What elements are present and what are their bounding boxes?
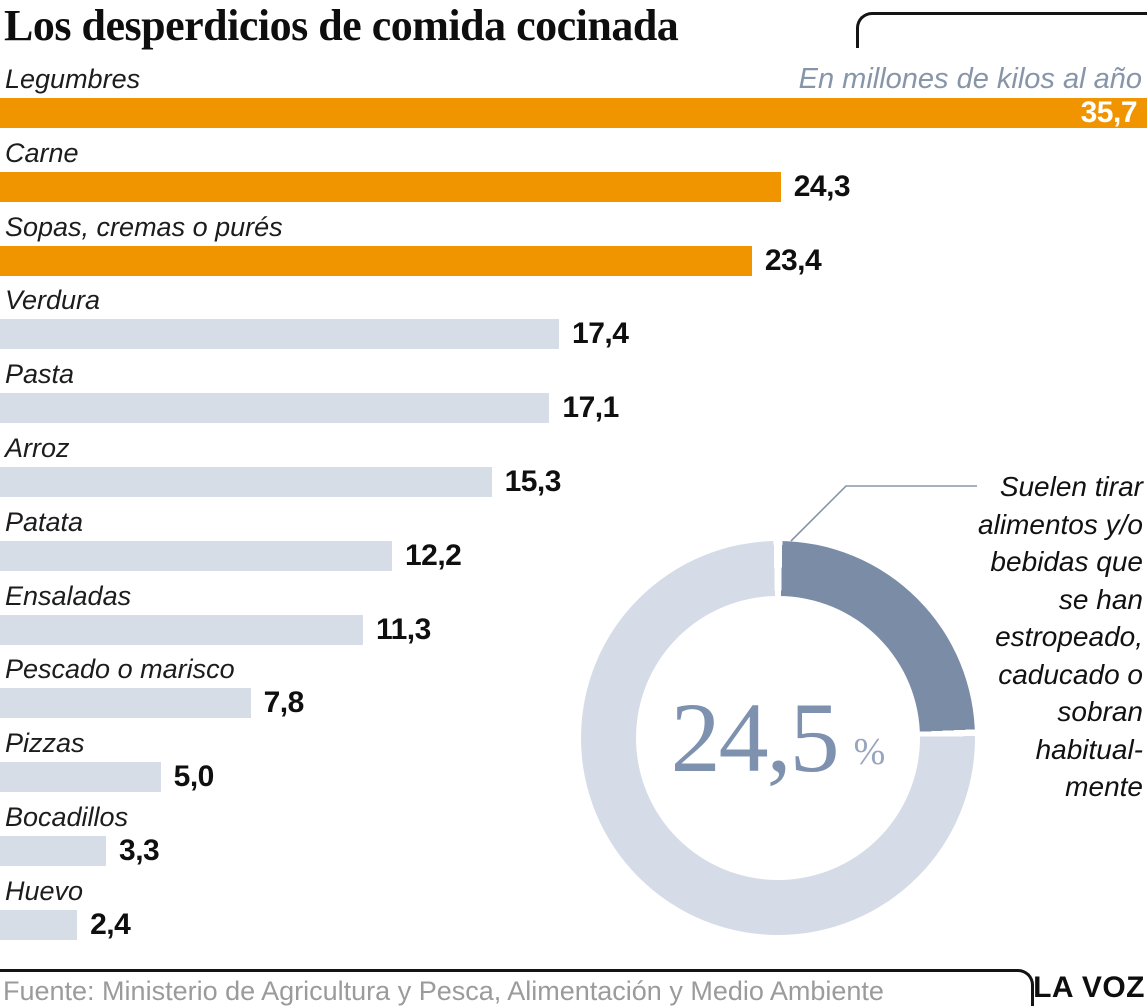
bar-label: Pescado o marisco <box>5 654 235 685</box>
bar-line: 17,4 <box>0 317 1147 351</box>
bar-rows: Legumbres 35,7 Carne 24,3 Sopas, cremas … <box>0 64 1147 950</box>
donut-hole <box>636 596 920 880</box>
unit-note: En millones de kilos al año <box>798 63 1142 95</box>
bar-line: 12,2 <box>0 538 1147 572</box>
bar-row: Ensaladas 11,3 <box>0 581 1147 655</box>
bar-label: Carne <box>5 137 79 168</box>
bar-fill <box>0 171 781 202</box>
donut-chart: 24,5 % <box>581 541 975 935</box>
bar-value: 15,3 <box>504 464 562 498</box>
bar-line: 2,4 <box>0 907 1147 941</box>
donut-ring <box>581 541 975 935</box>
bar-fill: 35,7 <box>0 96 1147 129</box>
bar-value: 11,3 <box>376 612 431 646</box>
bar-fill <box>0 540 392 571</box>
bar-value: 35,7 <box>1080 96 1138 129</box>
bar-line: 15,3 <box>0 464 1147 498</box>
page-title: Los desperdicios de comida cocinada <box>4 1 679 50</box>
bar-row: Verdura 17,4 <box>0 285 1147 359</box>
bar-row: Arroz 15,3 <box>0 433 1147 507</box>
bar-value: 23,4 <box>764 243 822 277</box>
bar-label: Huevo <box>5 875 84 906</box>
bar-value: 17,4 <box>572 317 629 351</box>
bar-fill <box>0 245 752 276</box>
donut-unit: % <box>853 731 886 773</box>
bar-line: 5,0 <box>0 760 1147 794</box>
bar-label: Arroz <box>5 432 70 463</box>
brand-logo: LA VOZ <box>1033 971 1145 1004</box>
bar-line: 24,3 <box>0 169 1147 203</box>
bar-value: 2,4 <box>90 907 131 941</box>
bar-value: 12,2 <box>404 538 462 572</box>
bar-fill <box>0 688 251 719</box>
bar-label: Legumbres <box>5 64 141 94</box>
bar-line: 35,7 <box>0 96 1147 129</box>
bar-row: Bocadillos 3,3 <box>0 802 1147 876</box>
bar-fill <box>0 393 550 424</box>
donut-value: 24,5 <box>670 682 840 793</box>
bar-row: Legumbres 35,7 <box>0 64 1147 138</box>
bar-fill <box>0 909 78 940</box>
bar-value: 3,3 <box>119 833 160 867</box>
bar-fill <box>0 762 161 793</box>
bar-row: Pescado o marisco 7,8 <box>0 654 1147 728</box>
bar-row: Patata 12,2 <box>0 507 1147 581</box>
bar-line: 17,1 <box>0 391 1147 425</box>
bottom-border-bracket <box>0 969 1034 1006</box>
top-border-bracket <box>856 12 1147 48</box>
bar-label: Patata <box>5 506 84 537</box>
bar-fill <box>0 466 492 497</box>
bar-row: Sopas, cremas o purés 23,4 <box>0 212 1147 286</box>
bar-label: Ensaladas <box>5 580 132 611</box>
donut-center: 24,5 % <box>581 541 975 935</box>
bar-line: 11,3 <box>0 612 1147 646</box>
bar-label: Verdura <box>5 285 101 316</box>
bar-row: Carne 24,3 <box>0 138 1147 212</box>
bar-fill <box>0 319 560 350</box>
bar-value: 7,8 <box>263 686 305 720</box>
bar-value: 24,3 <box>793 169 851 203</box>
bar-label: Sopas, cremas o purés <box>5 211 283 242</box>
bar-label: Pizzas <box>5 728 85 759</box>
donut-annotation: Suelen tirar alimentos y/o bebidas que s… <box>978 471 1143 802</box>
bar-row: Pizzas 5,0 <box>0 728 1147 802</box>
bar-label: Bocadillos <box>5 801 129 832</box>
bar-label: Pasta <box>5 359 75 390</box>
bar-row: Huevo 2,4 <box>0 876 1147 950</box>
bar-row: Pasta 17,1 <box>0 359 1147 433</box>
bar-line: 23,4 <box>0 243 1147 277</box>
bar-line: 7,8 <box>0 686 1147 720</box>
bar-fill <box>0 614 364 645</box>
bar-fill <box>0 835 107 866</box>
bar-line: 3,3 <box>0 833 1147 867</box>
bar-value: 17,1 <box>562 391 619 425</box>
source-text: Fuente: Ministerio de Agricultura y Pesc… <box>3 976 884 1006</box>
bar-value: 5,0 <box>173 760 215 794</box>
